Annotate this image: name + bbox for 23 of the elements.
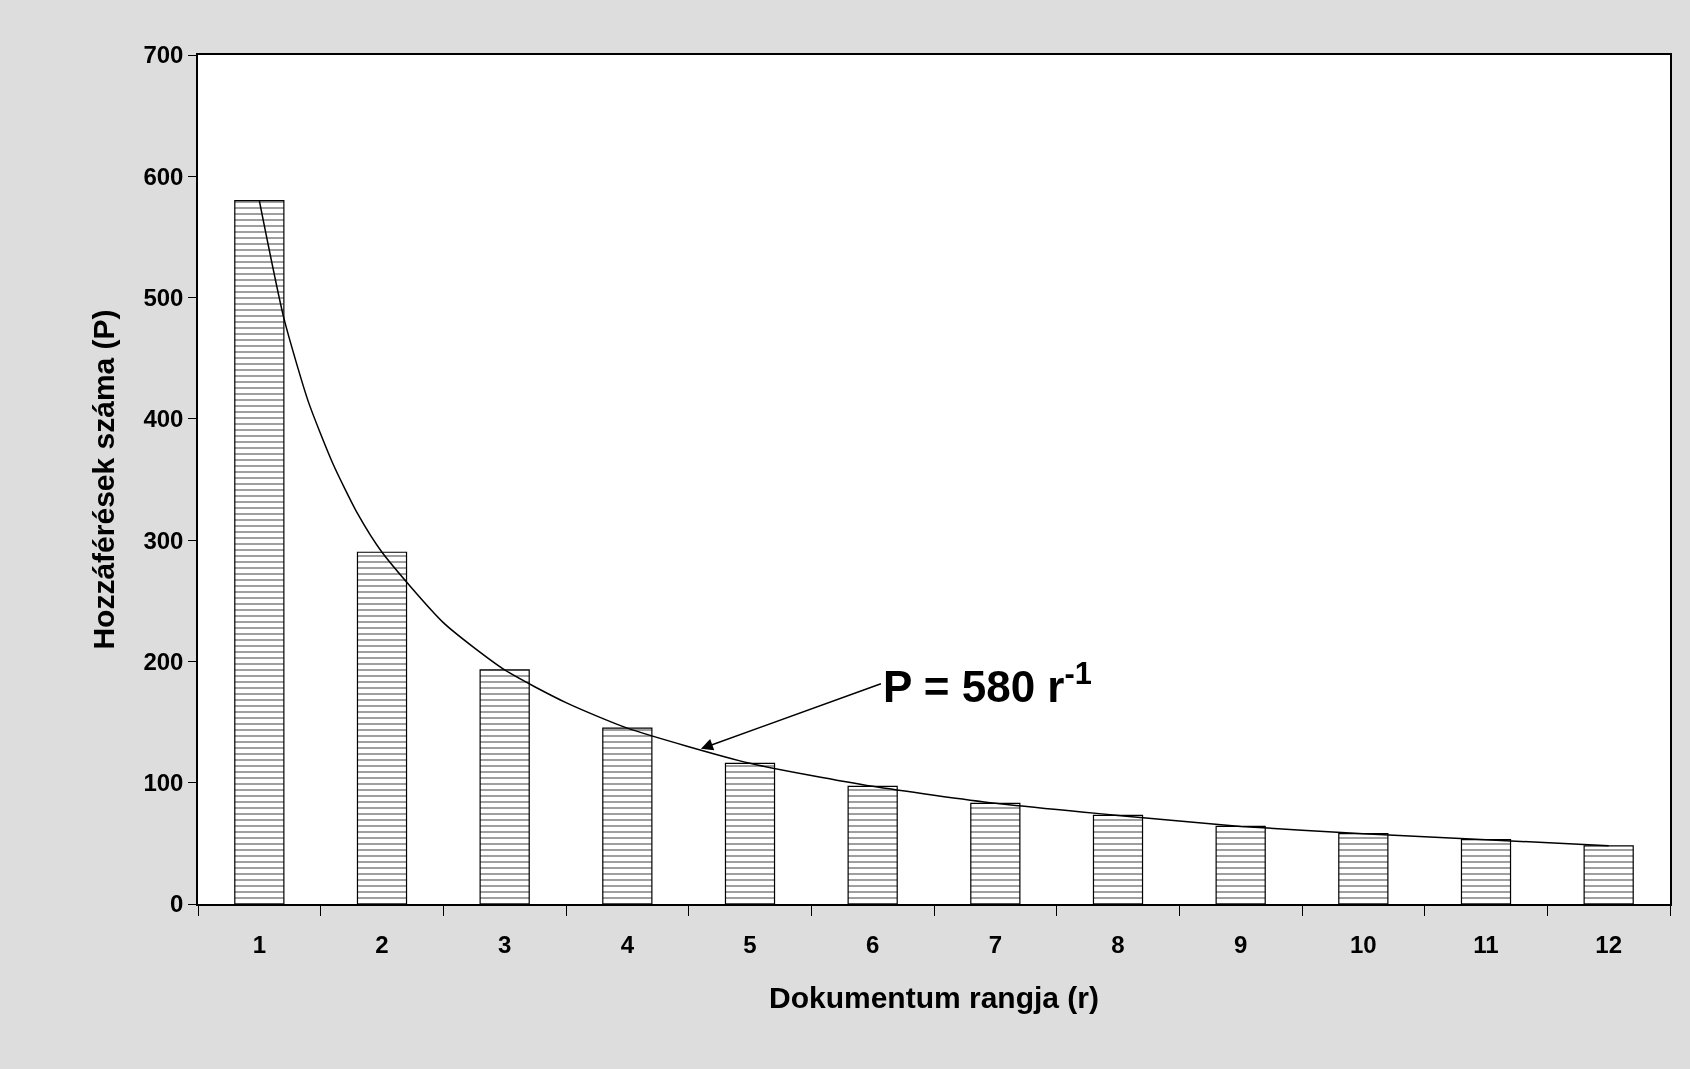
x-tick-label: 4 (620, 930, 635, 958)
x-tick-label: 7 (988, 930, 1003, 958)
x-tick-label: 3 (497, 930, 512, 958)
x-tick-label: 12 (1595, 930, 1623, 958)
y-axis-title: Hozzáférések száma (P) (86, 309, 120, 650)
y-tick-label: 600 (143, 162, 184, 190)
annotation: P = 580 r$^{-1}$ (883, 656, 1092, 712)
x-tick-label: 2 (375, 930, 389, 958)
y-tick-label: 200 (143, 647, 184, 675)
y-tick-label: 100 (143, 769, 184, 797)
x-tick-label: 8 (1111, 930, 1125, 958)
x-tick-label: 1 (252, 930, 267, 958)
x-axis-title: Dokumentum rangja (r) (768, 980, 1100, 1014)
y-tick-label: 0 (170, 890, 184, 918)
x-tick-label: 9 (1233, 930, 1248, 958)
x-tick-label: 11 (1473, 930, 1499, 958)
y-tick-label: 300 (143, 526, 184, 554)
x-tick-label: 10 (1349, 930, 1377, 958)
y-tick-label: 500 (143, 283, 184, 311)
y-tick-label: 700 (143, 41, 184, 69)
x-tick-label: 6 (865, 930, 880, 958)
x-tick-label: 5 (743, 930, 757, 958)
y-tick-label: 400 (143, 405, 184, 433)
